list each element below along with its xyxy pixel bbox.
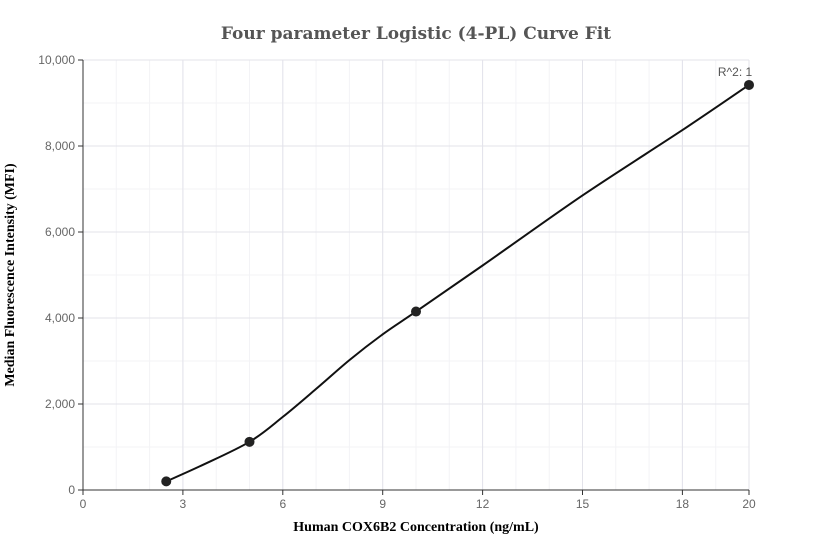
y-tick-label: 10,000 bbox=[38, 53, 75, 67]
chart-title: Four parameter Logistic (4-PL) Curve Fit bbox=[221, 24, 611, 44]
fit-curve-layer bbox=[165, 84, 750, 483]
x-tick-label: 15 bbox=[576, 497, 590, 511]
fit-curve-line bbox=[165, 84, 750, 483]
data-points bbox=[161, 79, 754, 487]
y-axis-title: Median Fluorescence Intensity (MFI) bbox=[3, 163, 18, 387]
x-tick-label: 6 bbox=[279, 497, 286, 511]
y-tick-label: 0 bbox=[68, 483, 75, 497]
x-tick-label: 12 bbox=[476, 497, 490, 511]
y-tick-label: 8,000 bbox=[45, 139, 75, 153]
x-tick-label: 20 bbox=[742, 497, 756, 511]
tick-labels: 0 3 6 9 12 15 18 20 0 2,000 4,000 6,000 8,000 10,000 bbox=[38, 53, 756, 511]
x-tick-label: 0 bbox=[80, 497, 87, 511]
x-tick-label: 18 bbox=[676, 497, 690, 511]
x-axis-title: Human COX6B2 Concentration (ng/mL) bbox=[293, 520, 539, 535]
axes bbox=[78, 59, 750, 495]
data-point bbox=[411, 306, 421, 317]
data-point bbox=[161, 476, 172, 487]
r-squared-annotation: R^2: 1 bbox=[718, 65, 753, 79]
data-point bbox=[244, 436, 255, 447]
y-tick-label: 6,000 bbox=[45, 225, 75, 239]
x-tick-label: 3 bbox=[180, 497, 187, 511]
data-point bbox=[744, 79, 754, 90]
grid bbox=[82, 59, 750, 491]
x-tick-label: 9 bbox=[379, 497, 386, 511]
y-tick-label: 4,000 bbox=[45, 311, 75, 325]
y-tick-label: 2,000 bbox=[45, 397, 75, 411]
